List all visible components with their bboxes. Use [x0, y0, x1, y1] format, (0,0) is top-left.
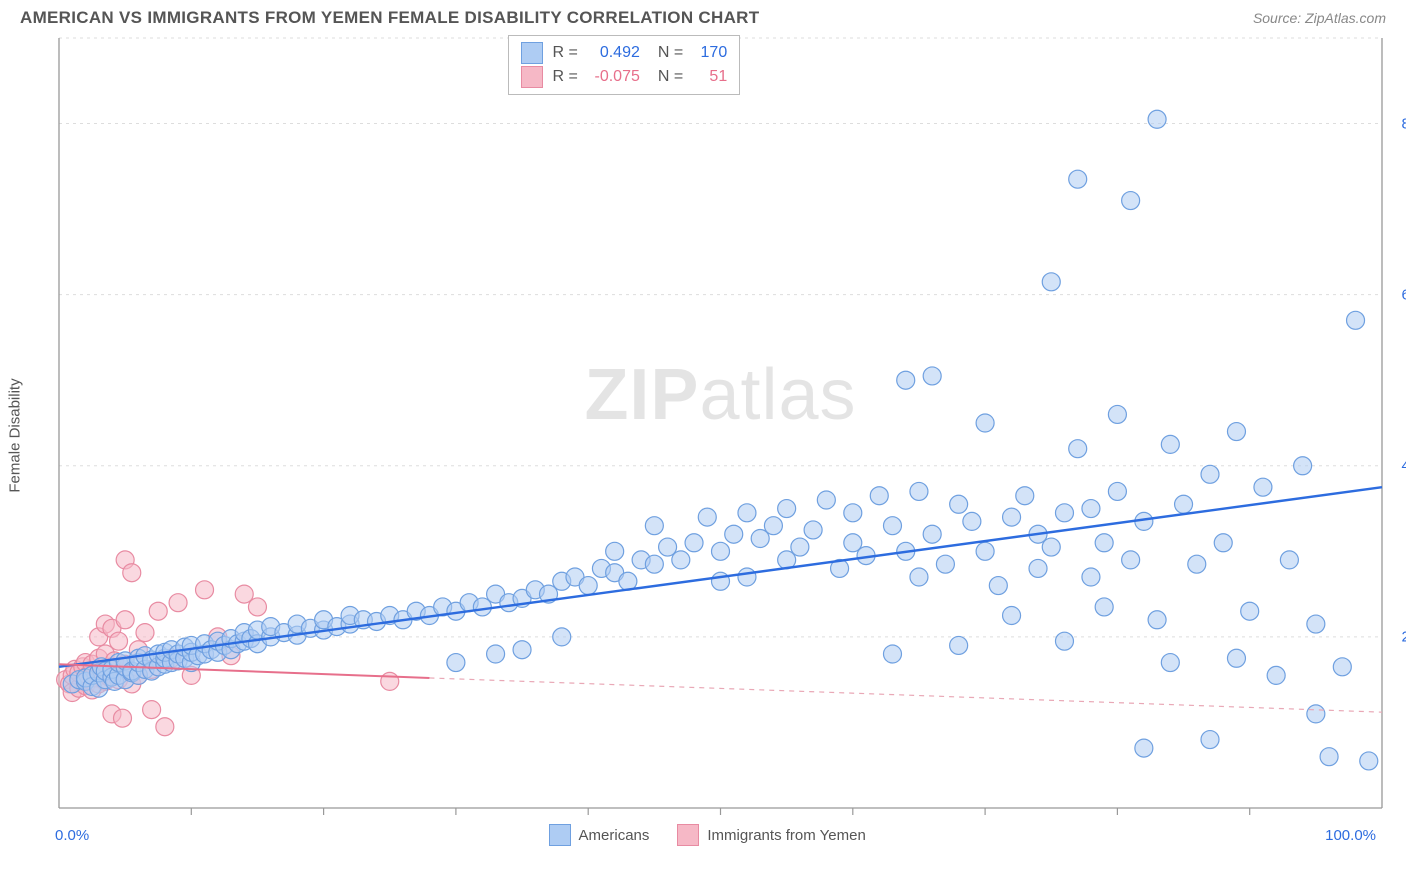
swatch-americans-icon [549, 824, 571, 846]
legend-item-immigrants: Immigrants from Yemen [677, 824, 865, 846]
y-tick-label: 20.0% [1401, 628, 1406, 645]
n-label: N = [658, 65, 683, 89]
n-value-immigrants: 51 [693, 65, 727, 89]
swatch-immigrants-icon [677, 824, 699, 846]
r-label: R = [553, 65, 578, 89]
stats-row-immigrants: R = -0.075 N = 51 [521, 65, 728, 89]
n-label: N = [658, 41, 683, 65]
legend-label-americans: Americans [579, 827, 650, 844]
y-axis-label: Female Disability [7, 378, 24, 492]
n-value-americans: 170 [693, 41, 727, 65]
chart-container: Female Disability ZIPatlas R = 0.492 N =… [55, 32, 1386, 822]
legend-label-immigrants: Immigrants from Yemen [707, 827, 865, 844]
y-tick-label: 80.0% [1401, 115, 1406, 132]
legend-item-americans: Americans [549, 824, 650, 846]
stats-legend-box: R = 0.492 N = 170 R = -0.075 N = 51 [508, 35, 741, 95]
stats-row-americans: R = 0.492 N = 170 [521, 41, 728, 65]
y-tick-label: 60.0% [1401, 286, 1406, 303]
chart-title: AMERICAN VS IMMIGRANTS FROM YEMEN FEMALE… [20, 8, 759, 28]
y-tick-label: 40.0% [1401, 457, 1406, 474]
swatch-americans-icon [521, 42, 543, 64]
bottom-legend: Americans Immigrants from Yemen [549, 824, 866, 846]
r-value-americans: 0.492 [588, 41, 640, 65]
source-label: Source: ZipAtlas.com [1253, 10, 1386, 26]
scatter-plot [55, 32, 1386, 822]
x-axis-max-label: 100.0% [1325, 827, 1376, 844]
r-value-immigrants: -0.075 [588, 65, 640, 89]
r-label: R = [553, 41, 578, 65]
x-axis-min-label: 0.0% [55, 827, 89, 844]
swatch-immigrants-icon [521, 66, 543, 88]
